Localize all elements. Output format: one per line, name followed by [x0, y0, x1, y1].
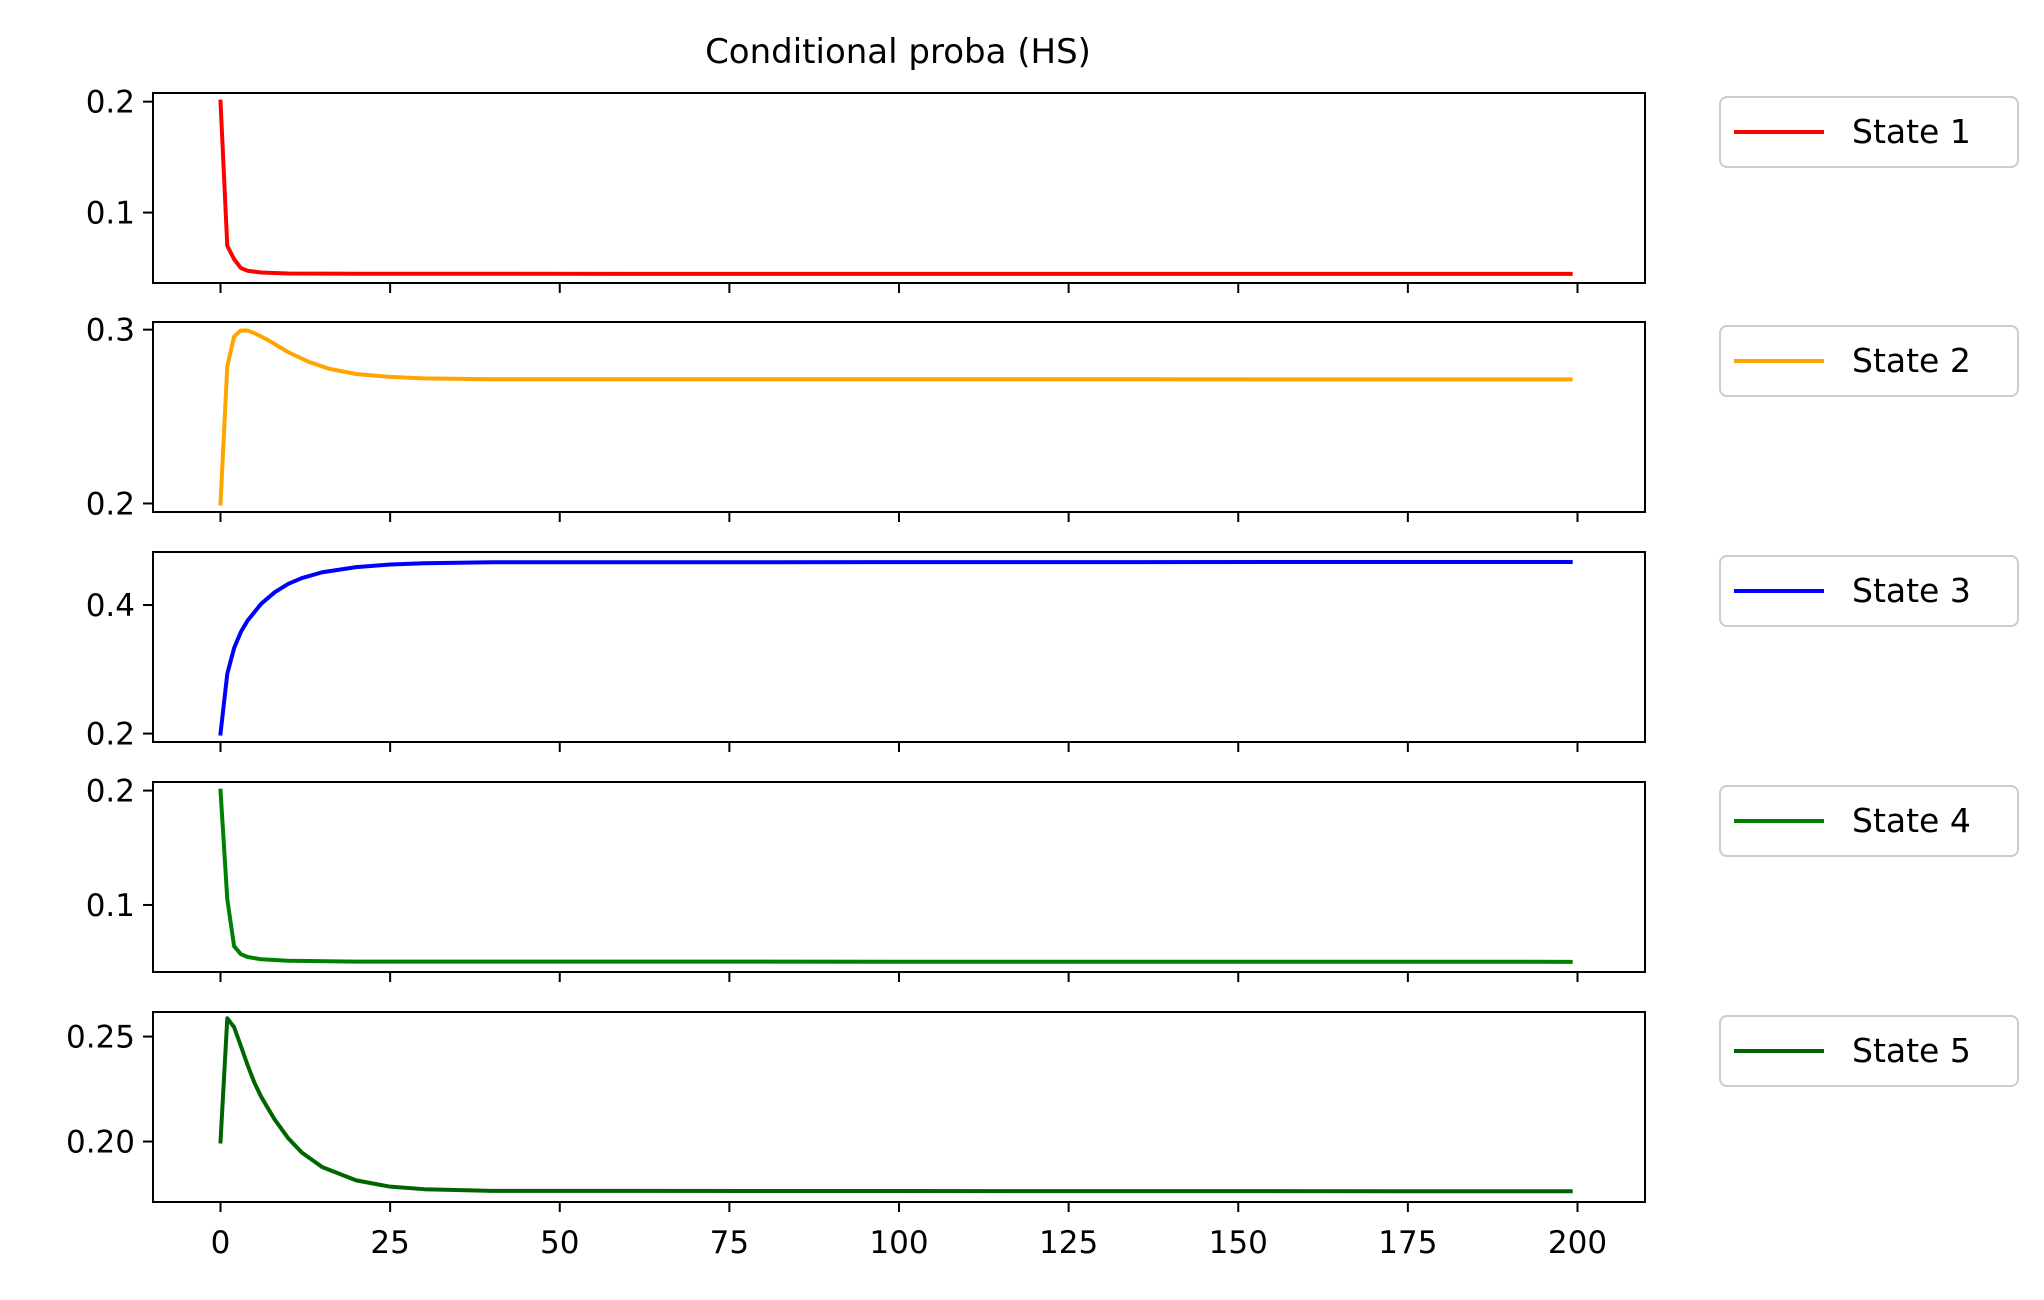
legend-state-2: State 2	[1719, 325, 2019, 397]
legend-state-5: State 5	[1719, 1015, 2019, 1087]
y-tick-label: 0.2	[86, 717, 135, 753]
x-tick-label: 25	[370, 1225, 409, 1261]
series-line-state-5	[218, 1016, 1573, 1194]
legend-box	[1719, 325, 2019, 397]
series-line-state-4	[218, 788, 1573, 964]
legend-state-4: State 4	[1719, 785, 2019, 857]
axes-frame	[152, 551, 1646, 743]
legend-state-3: State 3	[1719, 555, 2019, 627]
x-tick-label: 50	[540, 1225, 579, 1261]
y-tick-label: 0.2	[86, 85, 135, 121]
x-tick-label: 200	[1548, 1225, 1607, 1261]
y-tick-label: 0.20	[66, 1125, 135, 1161]
x-tick-label: 150	[1209, 1225, 1268, 1261]
series-line-state-1	[218, 99, 1573, 276]
legend-label: State 1	[1852, 112, 1971, 151]
legend-label: State 4	[1852, 801, 1971, 840]
x-tick-label: 175	[1378, 1225, 1437, 1261]
legend-state-1: State 1	[1719, 96, 2019, 168]
chart-title: Conditional proba (HS)	[705, 32, 1091, 72]
axes-frame	[152, 92, 1646, 284]
series-line-state-3	[218, 559, 1573, 736]
legend-label: State 5	[1852, 1031, 1971, 1070]
y-tick-label: 0.25	[66, 1020, 135, 1056]
y-tick-label: 0.3	[86, 313, 135, 349]
panel-1: 0.1 0.2 State 1	[86, 85, 2019, 293]
panel-4: 0.1 0.2 State 4	[86, 774, 2019, 982]
axes-frame	[152, 1011, 1646, 1203]
x-tick-label: 125	[1039, 1225, 1098, 1261]
legend-label: State 2	[1852, 341, 1971, 380]
series-line-state-2	[218, 328, 1573, 506]
panel-3: 0.2 0.4 State 3	[86, 551, 2019, 753]
x-tick-label: 100	[869, 1225, 928, 1261]
legend-box	[1719, 785, 2019, 857]
panel-2: 0.2 0.3 State 2	[86, 313, 2019, 522]
legend-box	[1719, 96, 2019, 168]
y-tick-label: 0.2	[86, 774, 135, 810]
axes-frame	[152, 321, 1646, 513]
x-tick-label: 75	[710, 1225, 749, 1261]
panel-5: 0.20 0.25 0 25 50 75 100 125 150 175 200 State 5	[66, 1011, 2019, 1261]
legend-box	[1719, 1015, 2019, 1087]
legend-label: State 3	[1852, 571, 1971, 610]
axes-frame	[152, 781, 1646, 973]
y-tick-label: 0.4	[86, 588, 135, 624]
y-tick-label: 0.2	[86, 486, 135, 522]
legend-box	[1719, 555, 2019, 627]
y-tick-label: 0.1	[86, 196, 135, 232]
y-tick-label: 0.1	[86, 888, 135, 924]
x-tick-label: 0	[211, 1225, 231, 1261]
